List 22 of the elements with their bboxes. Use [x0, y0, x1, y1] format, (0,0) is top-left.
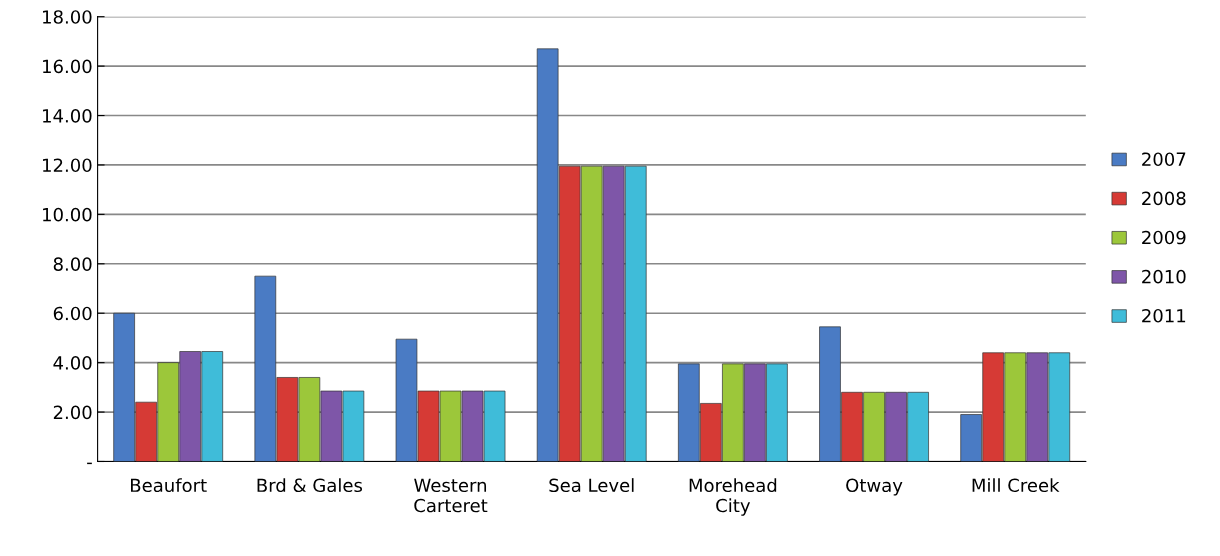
y-tick-label: 16.00: [43, 59, 92, 74]
y-tick-label: 12.00: [43, 158, 92, 173]
legend-label: 2008: [1142, 191, 1186, 206]
x-tick-label: Western Carteret: [414, 478, 488, 513]
x-tick-label: Beaufort: [131, 478, 207, 493]
y-tick-label: 4.00: [53, 356, 92, 370]
legend-label: 2009: [1142, 230, 1186, 245]
y-tick-label: 18.00: [43, 10, 92, 24]
legend-label: 2007: [1142, 152, 1186, 167]
y-tick-label: 10.00: [43, 207, 92, 222]
y-tick-label: -: [87, 462, 92, 465]
x-tick-label: Mill Creek: [972, 478, 1060, 493]
x-tick-label: Otway: [846, 478, 903, 496]
y-tick-label: 2.00: [53, 405, 92, 420]
x-tick-label: Morehead City: [689, 478, 777, 516]
y-tick-label: 6.00: [53, 306, 92, 321]
x-tick-label: Brd & Gales: [257, 478, 363, 493]
y-tick-label: 14.00: [43, 108, 92, 123]
legend-label: 2010: [1142, 269, 1186, 284]
legend-label: 2011: [1142, 308, 1186, 323]
y-tick-label: 8.00: [53, 257, 92, 271]
x-tick-label: Sea Level: [549, 478, 634, 493]
